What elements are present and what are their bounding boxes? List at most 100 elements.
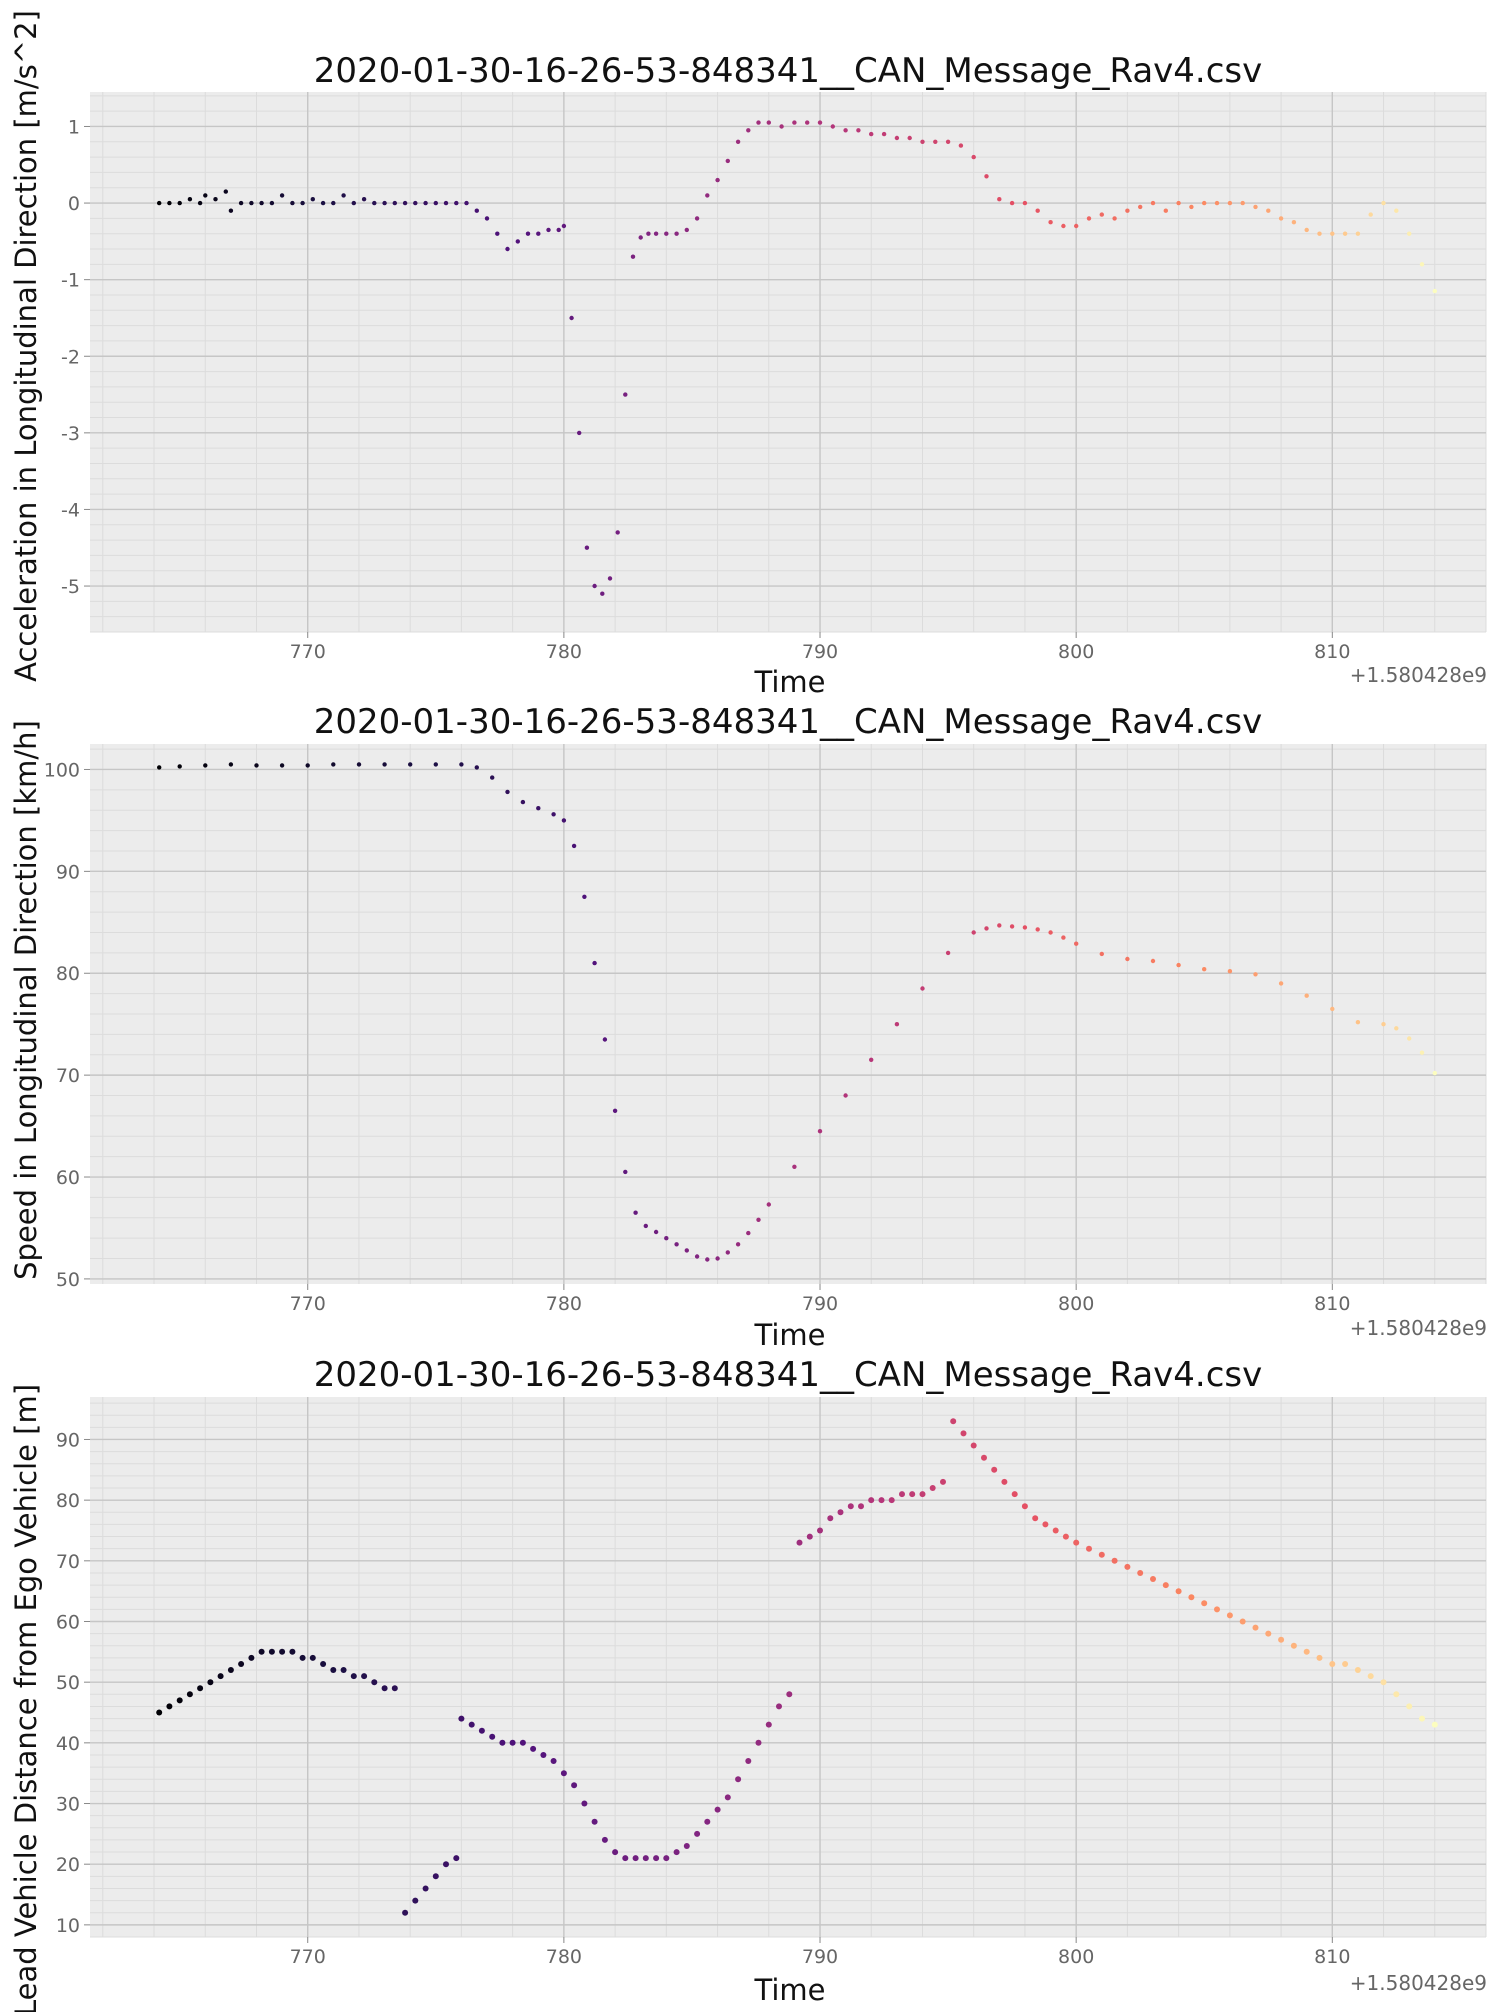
x-tick-label: 780	[546, 1293, 582, 1315]
data-point	[223, 189, 228, 194]
data-point	[638, 235, 643, 240]
data-point	[724, 1794, 731, 1801]
data-point	[827, 1515, 834, 1522]
y-tick-label: -2	[61, 346, 80, 368]
data-point	[197, 200, 203, 206]
data-point	[505, 246, 510, 252]
panel-acceleration: 770 780 790 800 810 -5 -4 -3 -2 -1 0 1 2020-01-30-1…	[9, 10, 1487, 699]
data-point	[371, 1679, 378, 1686]
data-point	[279, 763, 285, 768]
data-point	[683, 1843, 690, 1849]
data-point	[623, 1169, 628, 1175]
y-tick-label: -3	[61, 423, 80, 445]
y-tick-label: 50	[56, 1672, 80, 1694]
data-point	[1035, 927, 1040, 932]
data-point	[157, 200, 162, 206]
y-tick-label: -1	[61, 270, 80, 292]
data-point	[1431, 1721, 1438, 1728]
data-point	[674, 231, 679, 236]
data-point	[705, 193, 710, 198]
y-tick-label: -5	[61, 576, 80, 598]
data-point	[413, 200, 418, 206]
data-point	[268, 1648, 275, 1655]
data-point	[1162, 1582, 1169, 1589]
data-point	[515, 239, 520, 244]
data-point	[1176, 962, 1181, 968]
plot-background	[90, 1397, 1486, 1937]
data-point	[177, 200, 182, 206]
data-point	[630, 254, 636, 259]
panel-speed: 770 780 790 800 810 50 60 70 80 90 100 2020-01-30-…	[9, 702, 1487, 1352]
data-point	[381, 1685, 388, 1692]
data-point	[714, 1806, 721, 1813]
data-point	[203, 193, 208, 198]
data-point	[971, 154, 976, 160]
data-point	[550, 1758, 557, 1764]
data-point	[792, 120, 797, 125]
data-point	[766, 1202, 771, 1207]
data-point	[633, 1210, 638, 1215]
data-point	[1137, 1570, 1144, 1576]
y-tick-label: 90	[56, 861, 80, 883]
data-point	[806, 1533, 813, 1540]
data-point	[805, 120, 810, 125]
data-point	[997, 923, 1002, 928]
data-point	[382, 200, 387, 206]
data-point	[1419, 262, 1425, 267]
data-point	[612, 1849, 619, 1856]
data-point	[300, 200, 305, 206]
data-point	[843, 1093, 848, 1098]
data-point	[1073, 1539, 1080, 1546]
data-point	[458, 1715, 465, 1722]
data-point	[1086, 216, 1092, 221]
data-point	[392, 200, 397, 206]
data-point	[643, 1223, 648, 1229]
data-point	[1150, 958, 1156, 964]
data-point	[279, 193, 285, 198]
data-point	[1278, 1636, 1285, 1643]
data-point	[248, 1654, 255, 1661]
chart-title: 2020-01-30-16-26-53-848341__CAN_Message_…	[314, 702, 1263, 742]
data-point	[653, 1229, 659, 1235]
data-point	[177, 764, 182, 769]
data-point	[600, 591, 605, 596]
data-point	[1009, 924, 1015, 929]
data-point	[1367, 1673, 1374, 1680]
data-point	[607, 576, 613, 581]
data-point	[1099, 212, 1105, 217]
y-tick-label: 60	[56, 1611, 80, 1633]
data-point	[1330, 231, 1335, 236]
data-point	[1022, 200, 1028, 206]
data-point	[929, 1485, 936, 1491]
data-point	[817, 1527, 823, 1534]
data-point	[1125, 208, 1130, 213]
data-point	[694, 1254, 700, 1259]
data-point	[254, 763, 259, 768]
data-point	[505, 789, 510, 795]
y-axis-label: Acceleration in Longitudinal Direction […	[9, 10, 43, 682]
data-point	[1253, 204, 1258, 210]
data-point	[920, 986, 925, 991]
data-point	[478, 1727, 485, 1734]
data-point	[443, 200, 449, 206]
data-point	[920, 139, 925, 144]
data-point	[361, 197, 367, 202]
x-tick-label: 790	[802, 641, 838, 663]
data-point	[382, 762, 387, 767]
scatter-points	[156, 1418, 1438, 1916]
data-point	[1086, 1545, 1092, 1552]
data-point	[484, 216, 490, 221]
data-point	[664, 231, 669, 236]
y-tick-label: 0	[68, 193, 80, 215]
data-point	[1316, 1654, 1323, 1661]
data-point	[402, 1909, 409, 1916]
data-point	[622, 1855, 629, 1862]
data-point	[490, 775, 495, 780]
data-point	[453, 1855, 460, 1862]
data-point	[551, 812, 556, 817]
data-point	[894, 1021, 900, 1027]
data-point	[474, 765, 479, 770]
data-point	[582, 894, 587, 899]
data-point	[1061, 935, 1066, 940]
data-point	[1226, 1612, 1233, 1619]
